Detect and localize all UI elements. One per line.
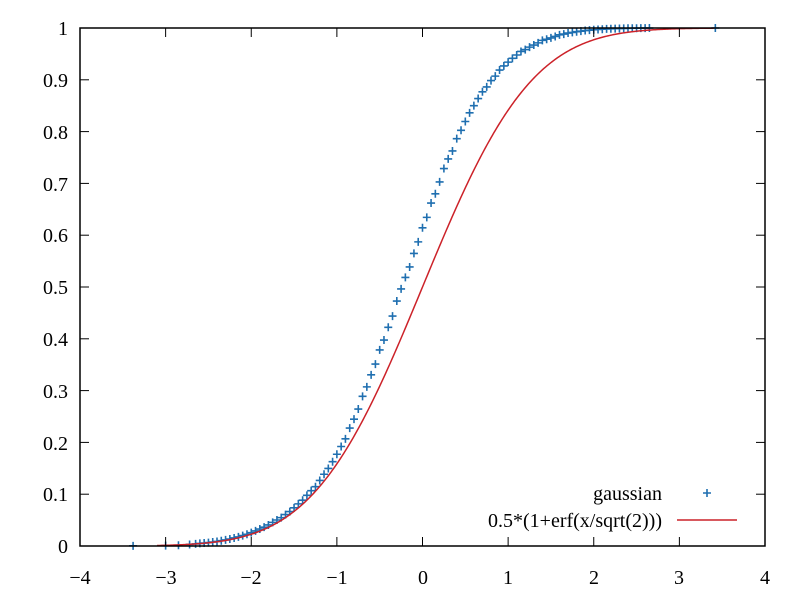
x-tick-label: −2	[240, 567, 261, 589]
y-tick-label: 0.7	[43, 174, 68, 196]
gaussian-point	[516, 47, 525, 56]
gaussian-point	[341, 434, 350, 443]
legend-label-cdf: 0.5*(1+erf(x/sqrt(2)))	[488, 510, 662, 532]
y-tick-label: 0.1	[43, 484, 68, 506]
gaussian-point	[482, 82, 491, 91]
gaussian-point	[427, 199, 436, 208]
gaussian-point	[478, 87, 487, 96]
gaussian-point	[538, 36, 547, 45]
y-tick-label: 1	[58, 18, 68, 40]
gaussian-point	[302, 491, 311, 500]
gaussian-point	[508, 54, 517, 63]
gaussian-point	[431, 189, 440, 198]
gaussian-point	[461, 117, 470, 126]
gaussian-point	[491, 72, 500, 81]
legend-marker-gaussian	[703, 489, 711, 497]
legend: gaussian 0.5*(1+erf(x/sqrt(2)))	[488, 483, 737, 532]
gaussian-point	[367, 370, 376, 379]
gaussian-point	[546, 33, 555, 42]
x-tick-label: 2	[589, 567, 599, 589]
x-tick-label: −4	[69, 567, 90, 589]
gaussian-point	[465, 108, 474, 117]
gaussian-point	[311, 482, 320, 491]
y-tick-labels: 0 0.1 0.2 0.3 0.4 0.5 0.6 0.7 0.8 0.9 1	[43, 18, 68, 558]
gaussian-point	[474, 94, 483, 103]
gaussian-point	[452, 134, 461, 143]
gaussian-point	[328, 457, 337, 466]
cdf-line	[157, 27, 714, 547]
gaussian-point	[307, 486, 316, 495]
gaussian-point	[559, 30, 568, 39]
gaussian-point	[414, 237, 423, 246]
gaussian-point	[320, 470, 329, 479]
y-tick-label: 0.4	[43, 329, 68, 351]
gaussian-point	[392, 297, 401, 306]
y-tick-label: 0.8	[43, 122, 68, 144]
gaussian-point	[298, 496, 307, 505]
gaussian-point	[371, 360, 380, 369]
y-tick-label: 0.6	[43, 225, 68, 247]
gaussian-point	[444, 154, 453, 163]
gaussian-point	[345, 424, 354, 433]
gaussian-point	[551, 32, 560, 41]
gaussian-point	[324, 464, 333, 473]
legend-label-gaussian: gaussian	[593, 483, 662, 505]
gaussian-point	[487, 76, 495, 85]
gaussian-point	[534, 38, 543, 47]
gaussian-point	[332, 450, 341, 459]
x-tick-label: 0	[418, 567, 428, 589]
gaussian-point	[448, 146, 457, 155]
gaussian-point	[418, 223, 427, 232]
gaussian-point	[397, 284, 406, 293]
y-tick-label: 0.3	[43, 381, 68, 403]
gaussian-point	[294, 499, 303, 508]
gaussian-point	[521, 45, 530, 54]
gaussian-point	[337, 442, 346, 451]
gaussian-point	[542, 35, 551, 44]
gaussian-point	[358, 392, 367, 401]
y-tick-label: 0.9	[43, 70, 68, 92]
gaussian-point	[379, 336, 388, 345]
gaussian-point	[384, 323, 393, 332]
x-tick-label: 1	[503, 567, 513, 589]
ticks-layer	[79, 27, 766, 547]
gaussian-point	[435, 177, 444, 186]
gaussian-point	[529, 41, 538, 50]
gaussian-point	[422, 213, 431, 222]
gaussian-point	[499, 61, 508, 70]
x-tick-label: −3	[155, 567, 176, 589]
x-tick-labels: −4 −3 −2 −1 0 1 2 3 4	[69, 567, 770, 589]
gaussian-point	[315, 476, 324, 485]
y-tick-label: 0	[58, 536, 68, 558]
gaussian-point	[525, 43, 534, 52]
gaussian-point	[354, 405, 363, 414]
gaussian-point	[495, 66, 504, 75]
gaussian-point	[405, 262, 414, 271]
gaussian-point	[409, 249, 418, 258]
y-tick-label: 0.5	[43, 277, 68, 299]
x-tick-label: 4	[760, 567, 770, 589]
gaussian-point	[362, 382, 371, 391]
x-tick-label: −1	[326, 567, 347, 589]
gaussian-point	[401, 273, 410, 282]
legend-marker-plus	[703, 489, 711, 497]
y-tick-label: 0.2	[43, 433, 68, 455]
gaussian-point	[388, 312, 397, 321]
gaussian-point	[251, 526, 260, 535]
gaussian-point	[375, 345, 384, 354]
gaussian-point	[512, 50, 521, 59]
gaussian-point	[457, 126, 466, 135]
gaussian-point	[439, 164, 448, 173]
gaussian-point	[350, 415, 358, 424]
gaussian-points-layer	[129, 24, 720, 550]
gaussian-point	[469, 101, 478, 110]
x-tick-label: 3	[674, 567, 684, 589]
gaussian-point	[504, 58, 513, 67]
